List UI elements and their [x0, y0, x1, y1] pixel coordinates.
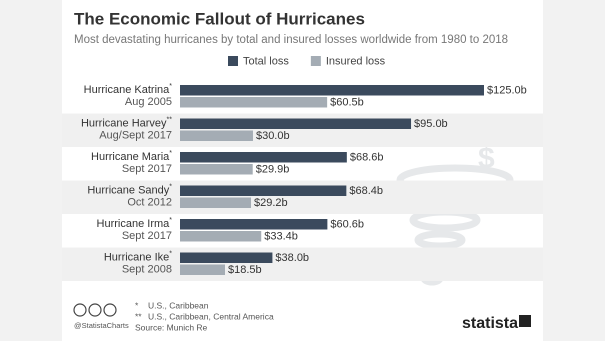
- category-marker: **: [167, 116, 173, 123]
- value-label: $60.5b: [330, 96, 364, 108]
- bar: [180, 197, 252, 208]
- value-label: $18.5b: [228, 264, 262, 276]
- bar: [180, 85, 484, 96]
- category-date: Aug 2005: [125, 96, 172, 108]
- chart-subtitle: Most devastating hurricanes by total and…: [74, 34, 508, 46]
- category-label: Hurricane Irma*: [97, 217, 173, 230]
- bar: [180, 152, 347, 163]
- bar: [180, 164, 253, 175]
- value-label: $68.4b: [349, 185, 383, 197]
- category-marker: *: [169, 217, 172, 224]
- value-label: $33.4b: [264, 230, 298, 242]
- category-marker: *: [169, 250, 172, 257]
- category-label: Hurricane Maria*: [91, 150, 172, 163]
- bar: [180, 264, 225, 275]
- bar: [180, 219, 328, 230]
- footnote-text: U.S., Caribbean: [148, 300, 209, 310]
- footnote-text: U.S., Caribbean, Central America: [148, 311, 274, 321]
- category-name: Hurricane Maria: [91, 151, 170, 163]
- category-date: Sept 2017: [122, 163, 172, 175]
- chart-title: The Economic Fallout of Hurricanes: [74, 9, 365, 28]
- value-label: $68.6b: [350, 151, 384, 163]
- row-band: [62, 247, 543, 281]
- category-date: Oct 2012: [127, 196, 172, 208]
- bar: [180, 97, 328, 108]
- category-name: Hurricane Sandy: [87, 184, 169, 196]
- category-label: Hurricane Katrina*: [84, 83, 173, 96]
- category-marker: *: [169, 150, 172, 157]
- legend-swatch: [228, 56, 238, 66]
- bar: [180, 231, 262, 242]
- category-marker: *: [169, 83, 172, 90]
- bar: [180, 118, 412, 129]
- cc-icons: [73, 303, 117, 317]
- handle: @StatistaCharts: [74, 321, 129, 330]
- category-date: Sept 2008: [122, 263, 172, 275]
- value-label: $38.0b: [275, 252, 309, 264]
- category-marker: *: [169, 183, 172, 190]
- category-name: Hurricane Katrina: [84, 84, 170, 96]
- value-label: $125.0b: [487, 84, 527, 96]
- category-label: Hurricane Harvey**: [81, 116, 172, 129]
- category-date: Sept 2017: [122, 230, 172, 242]
- bar: [180, 252, 273, 263]
- category-label: Hurricane Ike*: [104, 250, 172, 263]
- legend-label: Total loss: [243, 55, 289, 67]
- bar: [180, 130, 253, 141]
- category-name: Hurricane Ike: [104, 251, 169, 263]
- svg-text:$: $: [478, 142, 495, 175]
- bar: [180, 185, 347, 196]
- footnote-marker: *: [135, 300, 139, 310]
- legend-swatch: [310, 56, 321, 66]
- value-label: $29.2b: [254, 197, 288, 209]
- category-date: Aug/Sept 2017: [99, 129, 172, 141]
- value-label: $29.9b: [256, 163, 290, 175]
- legend-label: Insured loss: [326, 55, 386, 67]
- value-label: $60.6b: [330, 218, 364, 230]
- value-label: $95.0b: [414, 118, 448, 130]
- bars: $125.0b $60.5b $95.0b $30.0b $68.6b $29.9b $68…: [180, 84, 527, 276]
- brand-logo: statista: [462, 315, 518, 332]
- brand-mark: [519, 315, 531, 327]
- value-label: $30.0b: [256, 130, 290, 142]
- category-name: Hurricane Irma: [97, 218, 171, 230]
- source: Source: Munich Re: [135, 322, 208, 332]
- category-label: Hurricane Sandy*: [87, 183, 172, 196]
- category-name: Hurricane Harvey: [81, 117, 167, 129]
- footnote-marker: **: [135, 311, 142, 321]
